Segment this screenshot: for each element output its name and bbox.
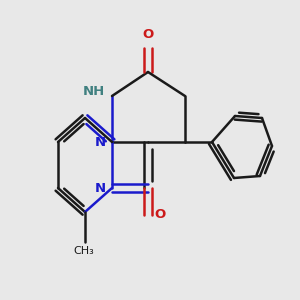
Text: O: O bbox=[154, 208, 166, 221]
Text: O: O bbox=[142, 28, 154, 41]
Text: CH₃: CH₃ bbox=[73, 247, 94, 256]
Text: N: N bbox=[94, 136, 105, 148]
Text: NH: NH bbox=[83, 85, 105, 98]
Text: N: N bbox=[94, 182, 105, 194]
